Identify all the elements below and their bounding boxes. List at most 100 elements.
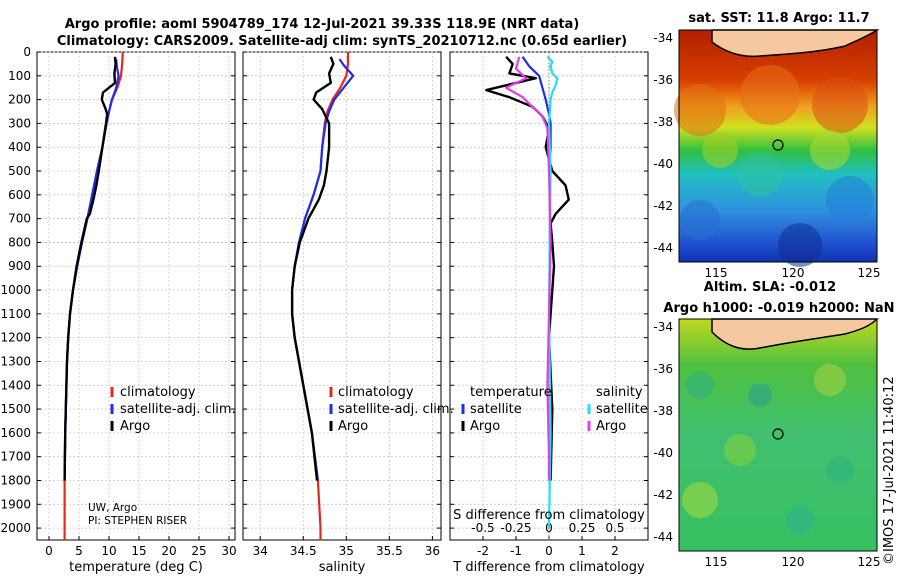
legend-label-s-argo: Argo	[596, 419, 626, 434]
legend-label-climatology: climatology	[120, 385, 196, 400]
map-lon-tick-label: 115	[705, 555, 728, 569]
sst-land	[711, 29, 880, 58]
salinity-axis-label: salinity	[319, 560, 366, 575]
sla-blob	[682, 482, 718, 518]
sst-blob	[810, 130, 850, 170]
depth-tick-label: 700	[8, 212, 31, 226]
sst-blob	[680, 200, 720, 240]
map-lat-tick-label: -34	[653, 320, 673, 334]
x-tick-label: 30	[221, 544, 236, 558]
salinity-panel-frame	[242, 51, 442, 541]
sla-blob	[786, 506, 814, 534]
map-lon-tick-label: 120	[782, 555, 805, 569]
sst-map	[674, 29, 880, 267]
s-diff-tick-label: -0.25	[500, 521, 531, 535]
s-diff-tick-label: 0.25	[569, 521, 596, 535]
sst-blob	[738, 153, 782, 197]
map-lat-tick-label: -40	[653, 446, 673, 460]
profile-lines	[63, 51, 570, 540]
legend-label-t-argo: Argo	[470, 419, 500, 434]
sla-blobs	[682, 364, 854, 534]
legend-label-satellite: satellite-adj. clim.	[120, 402, 236, 417]
x-tick-labels: 0 5 10 15 20 25 30 34 34.5 35 35.5 36 -2 -1 0 1 2 -0.5 -0.…	[45, 521, 624, 558]
depth-tick-label: 800	[8, 235, 31, 249]
x-tick-label: 0	[45, 544, 53, 558]
sst-map-frame	[678, 29, 878, 263]
figure-title-line1: Argo profile: aoml 5904789_174 12-Jul-20…	[65, 17, 580, 32]
sst-blob	[740, 65, 800, 125]
sst-blobs	[674, 65, 874, 267]
temperature-legend: climatology satellite-adj. clim. Argo	[110, 385, 236, 434]
map-lat-tick-label: -38	[653, 115, 673, 129]
legend-label-t-satellite: satellite	[470, 402, 522, 417]
depth-tick-label: 500	[8, 164, 31, 178]
sla-blob	[686, 371, 714, 399]
series-line-argo	[290, 56, 335, 481]
map-tick-labels: -34 -36 -38 -40 -42 -44 115 120 125 -34 -36 -38 -40 -…	[653, 31, 880, 569]
figure-title-line2: Climatology: CARS2009. Satellite-adj cli…	[57, 34, 627, 49]
sst-blob	[812, 77, 868, 133]
sst-blob	[674, 84, 726, 136]
legend-heading-salinity: salinity	[596, 385, 643, 400]
map-lat-tick-label: -44	[653, 530, 673, 544]
depth-tick-label: 1200	[0, 331, 31, 345]
depth-tick-label: 1600	[0, 426, 31, 440]
depth-tick-label: 2000	[0, 521, 31, 535]
map-lon-tick-label: 115	[705, 266, 728, 280]
x-tick-label: 0	[545, 544, 553, 558]
map-lon-tick-label: 125	[858, 555, 881, 569]
x-tick-label: 10	[101, 544, 116, 558]
sla-map	[678, 318, 879, 552]
depth-tick-label: 1800	[0, 473, 31, 487]
series-line-satellite-adj-clim-	[63, 59, 120, 481]
depth-tick-label: 400	[8, 140, 31, 154]
map-lat-tick-label: -36	[653, 362, 673, 376]
credit-line2: PI: STEPHEN RISER	[88, 515, 187, 527]
map-lat-tick-label: -42	[653, 488, 673, 502]
series-line-satellite-adj-clim-	[291, 58, 355, 481]
sla-blob	[748, 383, 772, 407]
map-lon-tick-label: 120	[782, 266, 805, 280]
map-lon-tick-label: 125	[858, 266, 881, 280]
map-lat-tick-label: -38	[653, 404, 673, 418]
depth-tick-label: 1700	[0, 450, 31, 464]
series-line-climatology	[291, 52, 350, 540]
legend-label-climatology: climatology	[338, 385, 414, 400]
series-line-salinity-argo	[505, 56, 552, 481]
temperature-axis-label: temperature (deg C)	[69, 560, 203, 575]
x-tick-label: 2	[611, 544, 619, 558]
x-tick-label: 34.5	[290, 544, 317, 558]
x-tick-label: 35	[339, 544, 354, 558]
x-tick-label: -1	[510, 544, 522, 558]
x-tick-label: 35.5	[376, 544, 403, 558]
depth-tick-label: 100	[8, 69, 31, 83]
legend-label-s-satellite: satellite	[596, 402, 648, 417]
sla-land	[711, 318, 879, 350]
imos-watermark: ©IMOS 17-Jul-2021 11:40:12	[882, 376, 897, 565]
s-diff-tick-label: 0.5	[605, 521, 624, 535]
salinity-legend: climatology satellite-adj. clim. Argo	[329, 385, 454, 434]
legend-label-argo: Argo	[120, 419, 150, 434]
depth-tick-label: 1900	[0, 497, 31, 511]
panel-grids	[37, 51, 648, 540]
depth-tick-label: 300	[8, 116, 31, 130]
series-line-argo	[63, 56, 117, 481]
x-tick-label: 15	[131, 544, 146, 558]
depth-tick-labels: 0 100 200 300 400 500 600 700 800 900 1000 1100 1200…	[0, 45, 31, 535]
credit-line1: UW, Argo	[88, 502, 137, 514]
sla-map-frame	[678, 318, 878, 552]
depth-tick-label: 900	[8, 259, 31, 273]
sst-map-title: sat. SST: 11.8 Argo: 11.7	[688, 11, 869, 26]
s-difference-axis-label: S difference from climatology	[453, 508, 645, 523]
x-tick-label: 36	[425, 544, 440, 558]
map-lat-tick-label: -44	[653, 241, 673, 255]
x-tick-label: 5	[75, 544, 83, 558]
sla-blob	[826, 456, 854, 484]
depth-tick-label: 1100	[0, 307, 31, 321]
sla-blob	[814, 364, 846, 396]
sst-blob	[826, 176, 874, 224]
difference-legend: temperature salinity satellite Argo sate…	[461, 385, 648, 434]
depth-tick-label: 1000	[0, 283, 31, 297]
temperature-panel-frame	[36, 51, 236, 541]
sla-map-title-line1: Altim. SLA: -0.012	[704, 280, 836, 295]
